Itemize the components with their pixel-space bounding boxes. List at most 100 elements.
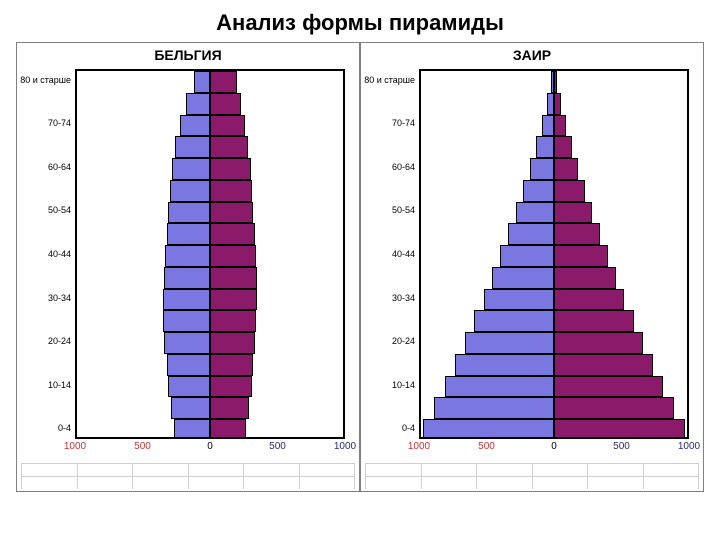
bar-male xyxy=(465,332,554,354)
y-label: 0-4 xyxy=(402,423,415,433)
bar-female xyxy=(554,158,578,180)
bar-female xyxy=(554,180,585,202)
x-tick: 500 xyxy=(269,441,286,452)
bar-female xyxy=(210,376,252,398)
x-tick: 500 xyxy=(478,441,495,452)
y-axis-labels: 80 и старше 70-74 60-64 50-54 40-44 30-34 20-2… xyxy=(21,69,75,439)
bar-female xyxy=(210,354,253,376)
bar-female xyxy=(210,397,249,419)
bar-male xyxy=(434,397,554,419)
bottom-grid xyxy=(21,463,355,489)
bar-male xyxy=(180,115,210,137)
bar-male xyxy=(170,180,211,202)
bar-female xyxy=(210,245,256,267)
bar-female xyxy=(210,71,237,93)
chart-inner: 80 и старше70-7460-6450-5440-4430-3420-2… xyxy=(365,69,699,461)
bar-female xyxy=(210,136,248,158)
bar-female xyxy=(554,93,561,115)
x-tick: 500 xyxy=(613,441,630,452)
bar-male xyxy=(536,136,554,158)
bar-female xyxy=(554,245,608,267)
y-label: 70-74 xyxy=(392,118,415,128)
bar-female xyxy=(554,267,616,289)
bar-female xyxy=(554,136,572,158)
y-label: 0-4 xyxy=(58,423,71,433)
bar-male xyxy=(484,289,554,311)
bar-female xyxy=(210,419,246,439)
y-label: 80 и старше xyxy=(20,75,71,85)
chart-inner: 80 и старше 70-74 60-64 50-54 40-44 30-34 20-2… xyxy=(21,69,355,461)
x-tick: 0 xyxy=(207,441,213,452)
bar-male xyxy=(194,71,210,93)
plot-area xyxy=(75,69,345,439)
bar-male xyxy=(171,397,210,419)
bar-male xyxy=(167,354,210,376)
y-label: 60-64 xyxy=(392,162,415,172)
y-label: 50-54 xyxy=(392,205,415,215)
bar-male xyxy=(164,332,210,354)
bar-male xyxy=(175,136,210,158)
bar-female xyxy=(210,223,255,245)
bar-female xyxy=(554,376,663,398)
plot-wrap: 100050005001000 xyxy=(75,69,345,461)
bar-male xyxy=(164,267,210,289)
bar-male xyxy=(455,354,554,376)
bar-male xyxy=(445,376,554,398)
y-label: 80 и старше xyxy=(364,75,415,85)
bar-female xyxy=(210,310,256,332)
bar-female xyxy=(554,223,600,245)
y-label: 10-14 xyxy=(48,380,71,390)
bar-male xyxy=(165,245,210,267)
bar-male xyxy=(530,158,554,180)
bar-male xyxy=(168,376,210,398)
bar-female xyxy=(210,158,251,180)
bar-male xyxy=(186,93,210,115)
bar-male xyxy=(523,180,554,202)
bar-female xyxy=(210,115,245,137)
y-label: 50-54 xyxy=(48,205,71,215)
charts-row: БЕЛЬГИЯ 80 и старше 70-74 60-64 50-54 40-44 30… xyxy=(0,42,720,492)
plot-area xyxy=(419,69,689,439)
bar-female xyxy=(554,419,685,439)
bar-male xyxy=(547,93,554,115)
y-label: 20-24 xyxy=(392,336,415,346)
bar-female xyxy=(554,289,624,311)
bar-male xyxy=(167,223,210,245)
x-axis: 100050005001000 xyxy=(75,441,345,461)
bar-male xyxy=(500,245,554,267)
bar-male xyxy=(172,158,210,180)
bar-female xyxy=(554,332,643,354)
bar-female xyxy=(210,332,255,354)
bar-female xyxy=(554,397,674,419)
bar-female xyxy=(210,202,253,224)
y-label: 20-24 xyxy=(48,336,71,346)
y-label: 40-44 xyxy=(392,249,415,259)
y-axis-labels: 80 и старше70-7460-6450-5440-4430-3420-2… xyxy=(365,69,419,439)
bar-female xyxy=(554,115,566,137)
bar-male xyxy=(492,267,554,289)
y-label: 30-34 xyxy=(48,293,71,303)
x-tick: 1000 xyxy=(64,441,86,452)
y-label: 10-14 xyxy=(392,380,415,390)
bar-male xyxy=(542,115,554,137)
y-label: 70-74 xyxy=(48,118,71,128)
bar-male xyxy=(516,202,554,224)
bar-male xyxy=(508,223,554,245)
chart-panel-1: ЗАИР80 и старше70-7460-6450-5440-4430-34… xyxy=(360,42,704,492)
page-title: Анализ формы пирамиды xyxy=(0,0,720,42)
axis-center-line xyxy=(554,71,555,437)
bar-male xyxy=(174,419,210,439)
bar-male xyxy=(423,419,554,439)
x-tick: 1000 xyxy=(678,441,700,452)
plot-wrap: 100050005001000 xyxy=(419,69,689,461)
bar-female xyxy=(554,202,592,224)
axis-center-line xyxy=(210,71,211,437)
x-tick: 500 xyxy=(134,441,151,452)
y-label: 60-64 xyxy=(48,162,71,172)
chart-title: БЕЛЬГИЯ xyxy=(21,47,355,63)
chart-panel-0: БЕЛЬГИЯ 80 и старше 70-74 60-64 50-54 40-44 30… xyxy=(16,42,360,492)
bar-male xyxy=(163,289,210,311)
bar-female xyxy=(210,180,252,202)
y-label: 40-44 xyxy=(48,249,71,259)
bar-male xyxy=(168,202,210,224)
